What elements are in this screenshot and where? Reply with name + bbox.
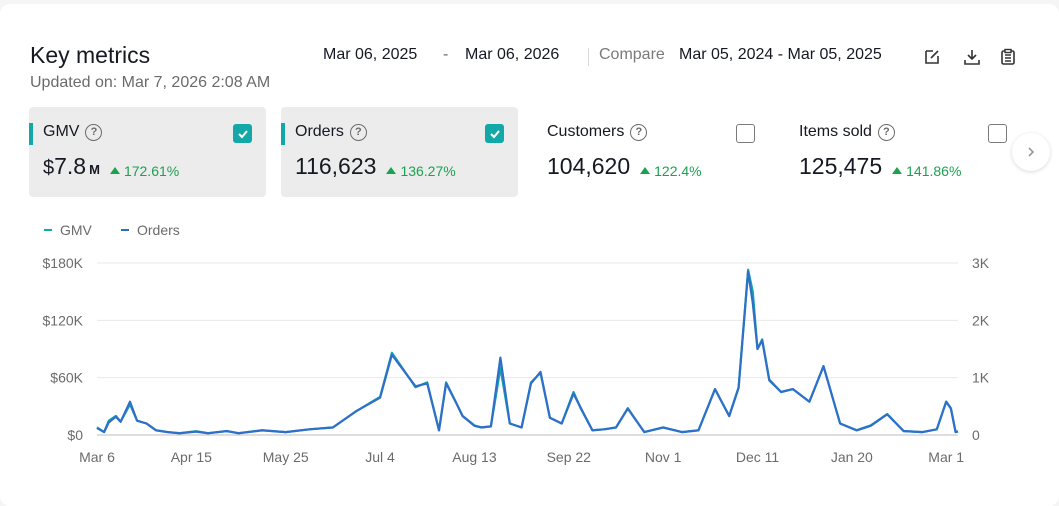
metric-value: 7.8 xyxy=(54,153,87,179)
metric-change: 136.27% xyxy=(400,162,456,179)
metric-change: 122.4% xyxy=(654,162,702,179)
legend-label: Orders xyxy=(137,222,180,238)
legend-label: GMV xyxy=(60,222,92,238)
divider xyxy=(588,48,589,66)
chevron-right-icon xyxy=(1028,147,1035,157)
x-tick-label: Sep 22 xyxy=(547,449,592,465)
metric-label: Items sold xyxy=(799,123,872,140)
up-arrow-icon xyxy=(892,167,903,174)
y-left-tick-label: $0 xyxy=(67,427,83,443)
x-tick-label: Dec 11 xyxy=(736,449,780,465)
metric-checkbox-customers[interactable] xyxy=(736,124,755,143)
series-line-orders[interactable] xyxy=(96,270,959,435)
compare-range[interactable]: Mar 05, 2024 - Mar 05, 2025 xyxy=(679,46,882,63)
y-right-tick-label: 0 xyxy=(972,427,980,443)
y-right-tick-label: 2K xyxy=(972,312,990,328)
compare-label: Compare xyxy=(599,46,665,63)
metric-checkbox-items-sold[interactable] xyxy=(988,124,1007,143)
up-arrow-icon xyxy=(109,167,120,174)
x-tick-label: Apr 15 xyxy=(171,449,212,465)
page-title: Key metrics xyxy=(30,42,151,68)
help-icon[interactable]: ? xyxy=(85,123,103,141)
x-tick-label: Aug 13 xyxy=(452,449,497,465)
metric-unit: M xyxy=(89,162,100,177)
key-metrics-card: Key metrics Updated on: Mar 7, 2026 2:08… xyxy=(0,4,1059,506)
y-left-tick-label: $120K xyxy=(43,312,84,328)
metric-label: Orders xyxy=(295,123,344,140)
metric-value: 104,620 xyxy=(547,153,631,179)
next-metrics-button[interactable] xyxy=(1012,133,1050,171)
y-right-tick-label: 1K xyxy=(972,370,990,386)
edit-icon[interactable] xyxy=(922,47,942,67)
updated-timestamp: Updated on: Mar 7, 2026 2:08 AM xyxy=(30,74,271,91)
up-arrow-icon xyxy=(386,167,397,174)
metric-card-items-sold[interactable]: Items sold? 125,475 141.86% xyxy=(785,107,1010,197)
up-arrow-icon xyxy=(640,167,651,174)
series-line-gmv[interactable] xyxy=(96,268,959,435)
metric-label: Customers xyxy=(547,123,625,140)
y-right-tick-label: 3K xyxy=(972,255,990,271)
x-tick-label: May 25 xyxy=(263,449,309,465)
metric-label: GMV xyxy=(43,123,80,140)
x-tick-label: Nov 1 xyxy=(645,449,682,465)
metric-checkbox-gmv[interactable] xyxy=(233,124,252,143)
metric-value: 116,623 xyxy=(295,153,377,179)
metric-card-gmv[interactable]: GMV? $7.8 M 172.61% xyxy=(29,107,266,197)
y-left-tick-label: $60K xyxy=(50,370,83,386)
help-icon[interactable]: ? xyxy=(630,123,648,141)
clipboard-icon[interactable] xyxy=(998,47,1018,67)
help-icon[interactable]: ? xyxy=(877,123,895,141)
line-chart[interactable]: $0 0 $60K 1K $120K 2K $180K 3K Mar 6 Apr 15 May 25… xyxy=(0,244,1059,474)
metric-value: 125,475 xyxy=(799,153,883,179)
gmv-indicator xyxy=(29,123,33,145)
metric-card-orders[interactable]: Orders? 116,623 136.27% xyxy=(281,107,518,197)
x-tick-label: Mar 1 xyxy=(928,449,964,465)
x-tick-label: Mar 6 xyxy=(79,449,115,465)
metric-change: 141.86% xyxy=(906,162,962,179)
legend-swatch xyxy=(44,229,52,231)
legend-item-gmv[interactable]: GMV xyxy=(44,222,92,238)
date-separator: - xyxy=(443,46,449,63)
download-icon[interactable] xyxy=(962,47,982,67)
orders-indicator xyxy=(281,123,285,145)
legend-item-orders[interactable]: Orders xyxy=(121,222,180,238)
date-start[interactable]: Mar 06, 2025 xyxy=(323,46,418,63)
date-end[interactable]: Mar 06, 2026 xyxy=(465,46,560,63)
y-left-tick-label: $180K xyxy=(43,255,84,271)
metric-change: 172.61% xyxy=(123,162,180,179)
metric-prefix: $ xyxy=(43,157,55,179)
x-tick-label: Jul 4 xyxy=(365,449,395,465)
help-icon[interactable]: ? xyxy=(349,123,367,141)
x-tick-label: Jan 20 xyxy=(831,449,873,465)
metric-checkbox-orders[interactable] xyxy=(485,124,504,143)
legend-swatch xyxy=(121,229,129,231)
metric-card-customers[interactable]: Customers? 104,620 122.4% xyxy=(533,107,770,197)
